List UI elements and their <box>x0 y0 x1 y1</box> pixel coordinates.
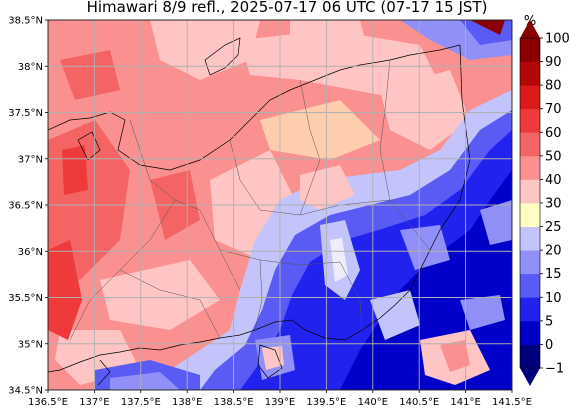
north-band <box>240 20 512 160</box>
south-sea <box>95 360 200 390</box>
colorbar-segment <box>520 85 540 110</box>
reflectance-map <box>48 20 512 390</box>
colorbar-segment <box>520 132 540 157</box>
lon-tick-label: 141.5°E <box>492 397 532 408</box>
latitude-axis: 38.5°N 38°N 37.5°N 37°N 36.5°N 36°N 35.5°N 35°N… <box>8 16 48 397</box>
colorbar-under-triangle <box>520 368 540 386</box>
colorbar-tick-label: 80 <box>545 79 562 94</box>
colorbar-tick-label: −1 <box>545 362 564 377</box>
colorbar-tick-label: 70 <box>545 102 562 117</box>
lon-tick-label: 139.5°E <box>306 397 346 408</box>
colorbar-tick-label: 5 <box>545 314 553 329</box>
colorbar-tick-label: 25 <box>545 220 562 235</box>
colorbar-tick-label: 40 <box>545 173 562 188</box>
colorbar-segment <box>520 38 540 62</box>
lat-tick-label: 35.5°N <box>8 293 43 304</box>
colorbar-segment <box>520 179 540 204</box>
colorbar-segment <box>520 155 540 180</box>
colorbar-tick-label: 50 <box>545 149 562 164</box>
lat-tick-label: 35°N <box>18 339 43 350</box>
colorbar-segment <box>520 108 540 133</box>
colorbar-segment <box>520 226 540 251</box>
lon-tick-label: 136.5°E <box>28 397 68 408</box>
colorbar-tick-label: 30 <box>545 197 562 212</box>
colorbar-segment <box>520 344 540 369</box>
colorbar-segment <box>520 203 540 227</box>
colorbar-tick-label: 10 <box>545 291 562 306</box>
colorbar-tick-label: 15 <box>545 267 562 282</box>
lon-tick-label: 141°E <box>450 397 480 408</box>
gridlines <box>48 20 512 390</box>
cloud-patches <box>255 165 512 385</box>
lat-tick-label: 34.5°N <box>8 386 43 397</box>
map-title: Himawari 8/9 refl., 2025-07-17 06 UTC (0… <box>87 0 488 16</box>
lon-tick-label: 137.5°E <box>121 397 161 408</box>
prefecture-borders <box>69 59 431 341</box>
colorbar-tick-label: 0 <box>545 338 553 353</box>
colorbar-segment <box>520 320 540 345</box>
lon-tick-label: 139°E <box>265 397 295 408</box>
colorbar-segments <box>520 38 540 369</box>
lat-tick-label: 38.5°N <box>8 16 43 27</box>
lat-tick-label: 36°N <box>18 247 43 258</box>
colorbar-tick-label: 100 <box>545 32 570 47</box>
lon-tick-label: 137°E <box>79 397 109 408</box>
lat-tick-label: 37°N <box>18 154 43 165</box>
longitude-axis: 136.5°E 137°E 137.5°E 138°E 138.5°E 139°E 139.… <box>28 390 532 408</box>
lat-tick-label: 37.5°N <box>8 108 43 119</box>
colorbar-segment <box>520 61 540 86</box>
colorbar-segment <box>520 273 540 298</box>
lon-tick-label: 138.5°E <box>214 397 254 408</box>
lat-tick-label: 38°N <box>18 62 43 73</box>
colorbar-over-triangle <box>520 20 540 38</box>
colorbar-tick-label: 90 <box>545 55 562 70</box>
lon-tick-label: 138°E <box>172 397 202 408</box>
colorbar-tick-label: 60 <box>545 126 562 141</box>
colorbar-tick-label: 20 <box>545 244 562 259</box>
lon-tick-label: 140.5°E <box>399 397 439 408</box>
colorbar-segment <box>520 250 540 275</box>
deep-red-regions <box>48 145 88 340</box>
lon-tick-label: 140°E <box>358 397 388 408</box>
lat-tick-label: 36.5°N <box>8 201 43 212</box>
colorbar-segment <box>520 297 540 322</box>
